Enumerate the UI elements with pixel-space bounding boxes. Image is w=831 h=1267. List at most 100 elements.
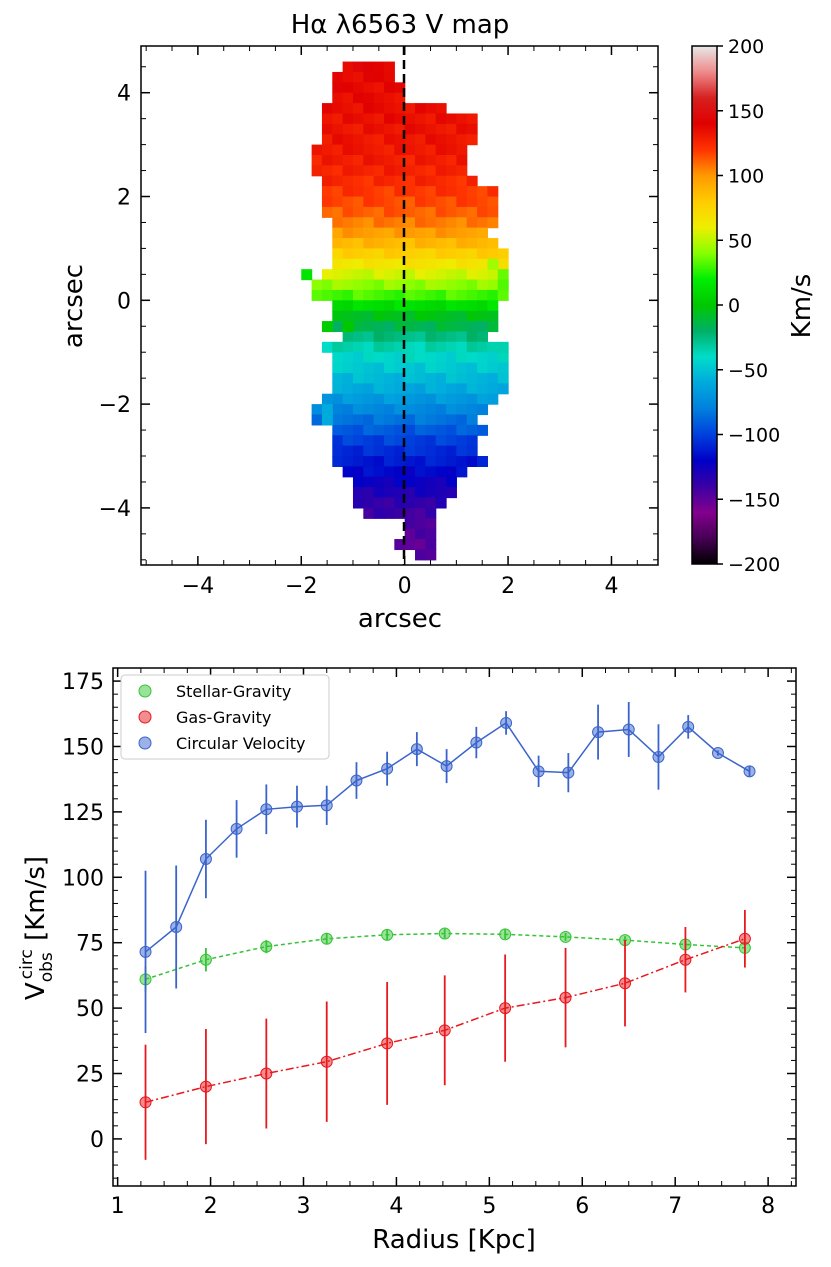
map-pixel: [404, 383, 416, 395]
map-pixel: [415, 518, 426, 530]
map-pixel: [425, 248, 437, 260]
map-pixel: [456, 227, 468, 239]
map-pixel: [446, 165, 457, 177]
point-gas-gravity: [499, 1002, 512, 1015]
map-pixel: [425, 518, 437, 530]
map-pixel: [332, 372, 344, 384]
point-circular-velocity: [622, 723, 635, 736]
map-pixel: [415, 217, 426, 229]
map-pixel: [404, 227, 416, 239]
point-circular-velocity: [562, 766, 575, 779]
map-pixel: [321, 393, 333, 405]
map-pixel: [425, 476, 437, 488]
map-pixel: [352, 165, 364, 177]
curve-ytick-label: 125: [62, 801, 104, 826]
map-pixel: [352, 352, 364, 364]
map-pixel: [497, 383, 509, 395]
map-pixel: [363, 82, 375, 94]
map-pixel: [363, 321, 375, 333]
map-pixel: [332, 206, 344, 218]
map-pixel: [425, 186, 437, 198]
map-pixel: [404, 144, 416, 156]
map-pixel: [487, 269, 499, 281]
map-pixel: [456, 352, 468, 364]
map-pixel: [394, 113, 406, 125]
map-pixel: [435, 165, 447, 177]
map-pixel: [435, 186, 447, 198]
legend-marker-circular: [138, 736, 152, 750]
map-pixel: [394, 435, 406, 447]
map-pixel: [446, 466, 457, 478]
map-pixel: [446, 175, 457, 187]
map-xtick-label: 4: [604, 574, 618, 599]
map-pixel: [363, 227, 375, 239]
map-pixel: [435, 206, 447, 218]
map-pixel: [456, 372, 468, 384]
map-pixel: [321, 154, 333, 166]
map-pixel: [466, 404, 478, 416]
map-pixel: [342, 175, 354, 187]
map-pixel: [394, 123, 406, 135]
map-pixel: [446, 476, 457, 488]
map-pixel: [477, 341, 488, 353]
map-xtick-label: −4: [182, 574, 214, 599]
map-pixel: [446, 154, 457, 166]
point-stellar-gravity: [320, 932, 333, 945]
map-pixel: [456, 414, 468, 426]
map-pixel: [352, 103, 364, 115]
map-pixel: [383, 362, 395, 374]
map-pixel: [332, 113, 344, 125]
map-pixel: [435, 289, 447, 301]
map-pixel: [425, 352, 437, 364]
map-pixel: [404, 487, 416, 499]
map-pixel: [435, 175, 447, 187]
map-pixel: [404, 279, 416, 291]
map-pixel: [342, 258, 354, 270]
map-pixel: [383, 466, 395, 478]
point-circular-velocity: [230, 822, 243, 835]
map-pixel: [383, 206, 395, 218]
map-pixel: [383, 435, 395, 447]
map-pixel: [342, 123, 354, 135]
map-pixel: [342, 71, 354, 83]
map-pixel: [425, 258, 437, 270]
colorbar-label: Km/s: [787, 274, 817, 339]
map-pixel: [487, 362, 499, 374]
map-pixel: [394, 341, 406, 353]
map-pixel: [321, 113, 333, 125]
map-pixel: [415, 123, 426, 135]
map-pixel: [342, 269, 354, 281]
map-pixel: [383, 71, 395, 83]
map-pixel: [435, 144, 447, 156]
map-pixel: [487, 289, 499, 301]
map-pixel: [487, 258, 499, 270]
map-pixel: [394, 134, 406, 146]
map-pixel: [373, 92, 385, 104]
map-pixel: [394, 248, 406, 260]
map-pixel: [332, 144, 344, 156]
map-pixel: [373, 196, 385, 208]
map-ytick-label: 4: [117, 82, 131, 107]
map-pixel: [394, 258, 406, 270]
map-pixel: [435, 466, 447, 478]
map-pixel: [466, 341, 478, 353]
map-pixel: [477, 186, 488, 198]
map-pixel: [383, 144, 395, 156]
map-pixel: [477, 393, 488, 405]
map-pixel: [342, 341, 354, 353]
map-pixel: [425, 362, 437, 374]
map-pixel: [446, 196, 457, 208]
map-pixel: [487, 372, 499, 384]
map-pixel: [394, 196, 406, 208]
map-pixel: [466, 113, 478, 125]
map-pixel: [415, 113, 426, 125]
curve-xtick-label: 6: [575, 1194, 589, 1219]
map-pixel: [435, 414, 447, 426]
map-pixel: [373, 258, 385, 270]
series-line-stellar-gravity: [145, 932, 745, 981]
map-pixel: [415, 206, 426, 218]
map-pixel: [394, 227, 406, 239]
map-pixel: [415, 238, 426, 250]
map-pixel: [373, 227, 385, 239]
map-pixel: [373, 206, 385, 218]
